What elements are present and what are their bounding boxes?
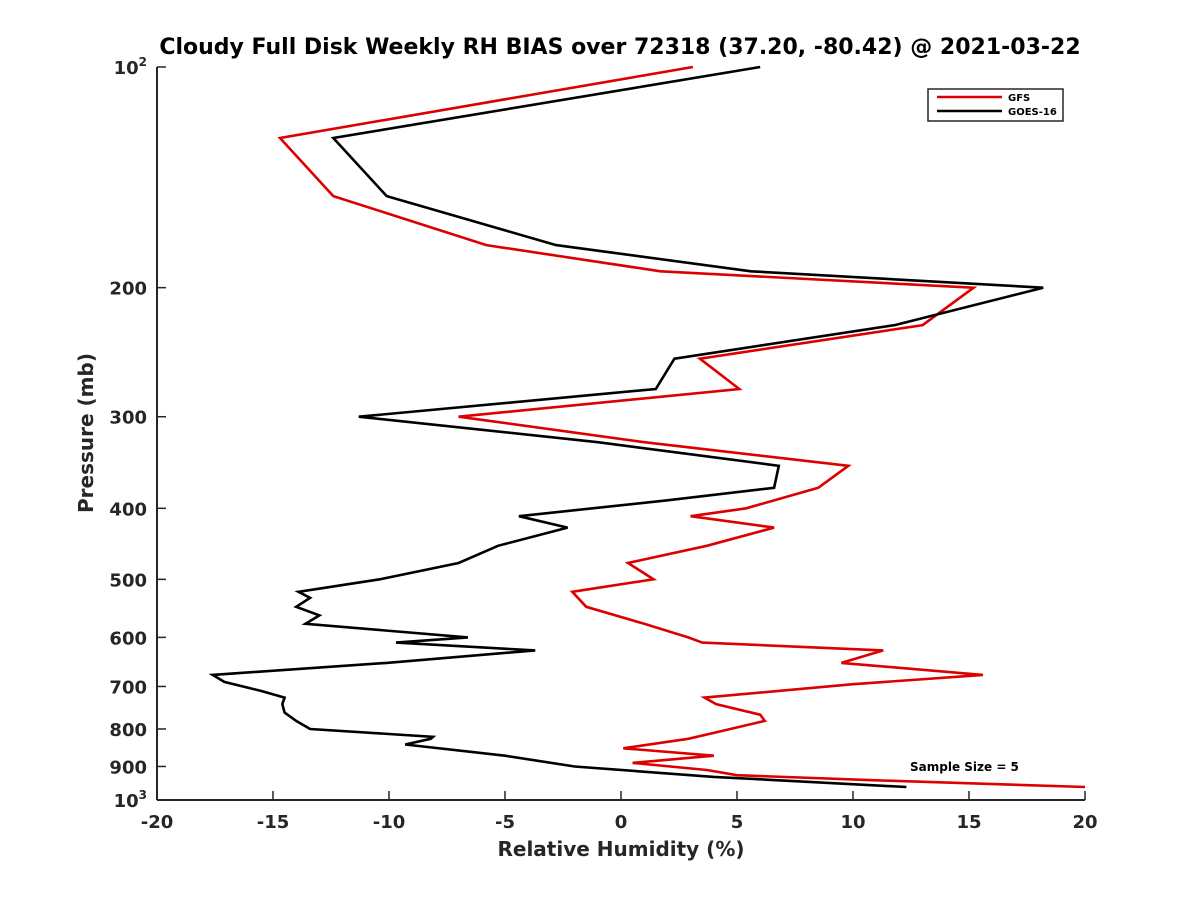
x-axis-label: Relative Humidity (%)	[497, 837, 744, 861]
legend-label-goes16: GOES-16	[1008, 107, 1057, 118]
y-tick-label: 102	[114, 55, 147, 79]
legend-box	[927, 88, 1064, 122]
y-tick-label: 300	[109, 408, 147, 429]
y-ticks: 102 200 300 400 500 600 700 800 900 103	[109, 55, 166, 812]
x-tick-label: -10	[373, 812, 406, 833]
legend-label-gfs: GFS	[1008, 93, 1030, 104]
y-tick-label: 800	[109, 720, 147, 741]
series-layer	[208, 65, 1086, 789]
x-tick-label: 5	[731, 812, 744, 833]
x-tick-label: 0	[615, 812, 628, 833]
x-tick-label: 10	[840, 812, 865, 833]
y-tick-label: 500	[109, 570, 147, 591]
series-line-gfs	[277, 65, 1086, 789]
series-line-goes16	[208, 65, 1044, 789]
y-tick-label: 200	[109, 279, 147, 300]
x-tick-label: 15	[956, 812, 981, 833]
x-tick-label: -20	[141, 812, 174, 833]
y-tick-label: 400	[109, 499, 147, 520]
x-tick-label: 20	[1072, 812, 1097, 833]
legend: GFS GOES-16	[927, 88, 1064, 122]
y-tick-label: 700	[109, 677, 147, 698]
y-tick-label: 600	[109, 628, 147, 649]
x-tick-label: -5	[495, 812, 515, 833]
y-tick-label: 103	[114, 788, 147, 812]
chart-title: Cloudy Full Disk Weekly RH BIAS over 723…	[159, 35, 1080, 60]
y-axis-label: Pressure (mb)	[74, 353, 98, 513]
x-ticks: -20 -15 -10 -5 0 5 10 15 20	[141, 791, 1098, 833]
plot-area	[156, 67, 1085, 801]
y-tick-label: 900	[109, 757, 147, 778]
x-tick-label: -15	[257, 812, 290, 833]
sample-size-annotation: Sample Size = 5	[910, 760, 1019, 774]
